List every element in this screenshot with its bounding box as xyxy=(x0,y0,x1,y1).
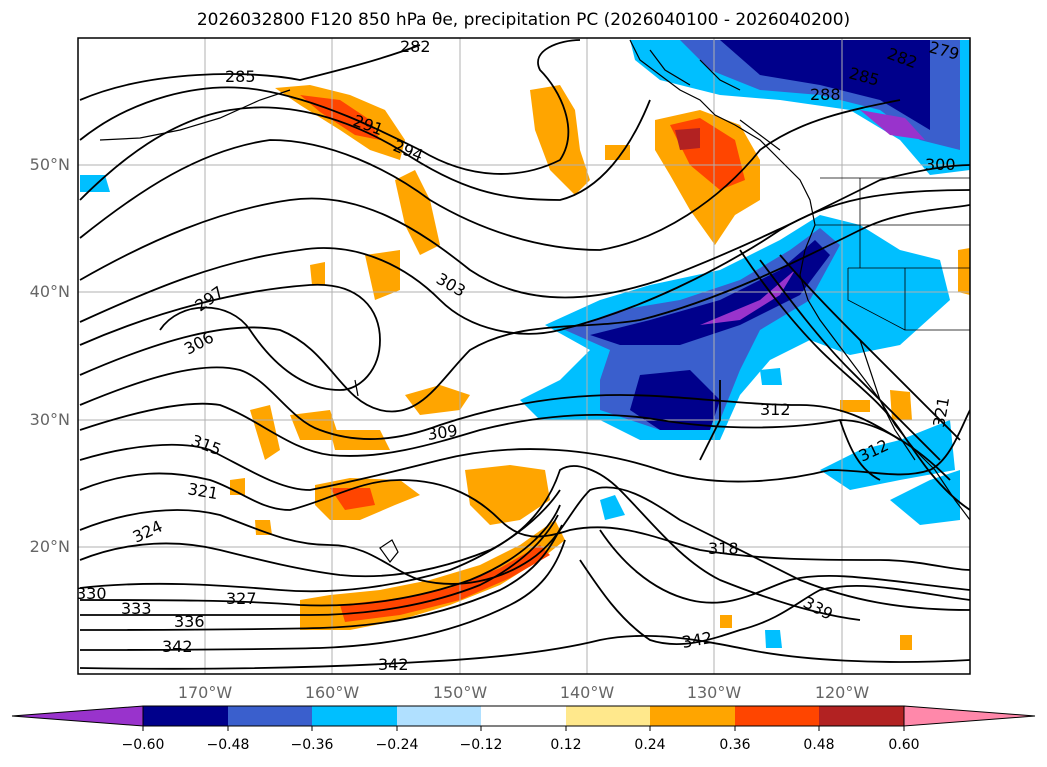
lon-label: 150°W xyxy=(432,683,488,702)
colorbar-tick-label: −0.48 xyxy=(206,737,250,753)
state-borders xyxy=(815,177,970,331)
colorbar-tick-label: 0.12 xyxy=(550,737,582,753)
contour-label: 312 xyxy=(760,400,791,419)
colorbar-segment xyxy=(228,706,312,726)
colorbar-segment xyxy=(481,706,566,726)
colorbar-segment xyxy=(819,706,904,726)
map-frame xyxy=(77,37,971,675)
map-title: 2026032800 F120 850 hPa θe, precipitatio… xyxy=(196,10,851,30)
colorbar-max-extension xyxy=(903,705,1036,727)
contour-label: 327 xyxy=(226,589,257,608)
contour-label: 318 xyxy=(708,539,739,558)
contour-label: 309 xyxy=(426,421,459,444)
colorbar-segment xyxy=(143,706,228,726)
colorbar-tick-label: −0.12 xyxy=(459,737,503,753)
contour-label: 336 xyxy=(174,612,205,631)
contour-label: 285 xyxy=(225,67,256,86)
contour-label: 330 xyxy=(76,584,107,603)
lon-label: 120°W xyxy=(814,683,870,702)
lon-label: 160°W xyxy=(304,683,360,702)
lon-label: 170°W xyxy=(177,683,233,702)
colorbar-segment xyxy=(566,706,650,726)
theta-e-contours xyxy=(79,39,970,670)
colorbar-tick-label: 0.48 xyxy=(803,737,835,753)
lat-label: 30°N xyxy=(29,410,70,429)
lon-label: 140°W xyxy=(559,683,615,702)
lon-label: 130°W xyxy=(686,683,742,702)
colorbar-tick-label: −0.36 xyxy=(290,737,334,753)
colorbar-segment xyxy=(650,706,735,726)
colorbar-tick-label: 0.24 xyxy=(634,737,666,753)
colorbar-tick-label: 0.36 xyxy=(719,737,751,753)
colorbar-min-extension xyxy=(11,705,144,727)
colorbar-tick-label: −0.24 xyxy=(375,737,419,753)
colorbar-tick-label: −0.60 xyxy=(121,737,165,753)
contour-label: 282 xyxy=(400,37,431,56)
contour-label: 333 xyxy=(121,599,152,618)
graticule xyxy=(78,38,970,674)
colorbar-segment xyxy=(397,706,481,726)
map-panel: 282 285 285 282 279 288 291 294 300 297 … xyxy=(76,37,970,674)
contour-label: 342 xyxy=(378,655,409,674)
colorbar-segment xyxy=(312,706,397,726)
lat-label: 40°N xyxy=(29,282,70,301)
contour-label: 342 xyxy=(162,637,193,656)
lat-label: 50°N xyxy=(29,155,70,174)
lat-label: 20°N xyxy=(29,537,70,556)
contour-label: 288 xyxy=(810,85,841,104)
colorbar-tick-label: 0.60 xyxy=(888,737,920,753)
contour-label: 300 xyxy=(925,155,956,174)
colorbar xyxy=(11,705,1036,731)
colorbar-segment xyxy=(735,706,819,726)
